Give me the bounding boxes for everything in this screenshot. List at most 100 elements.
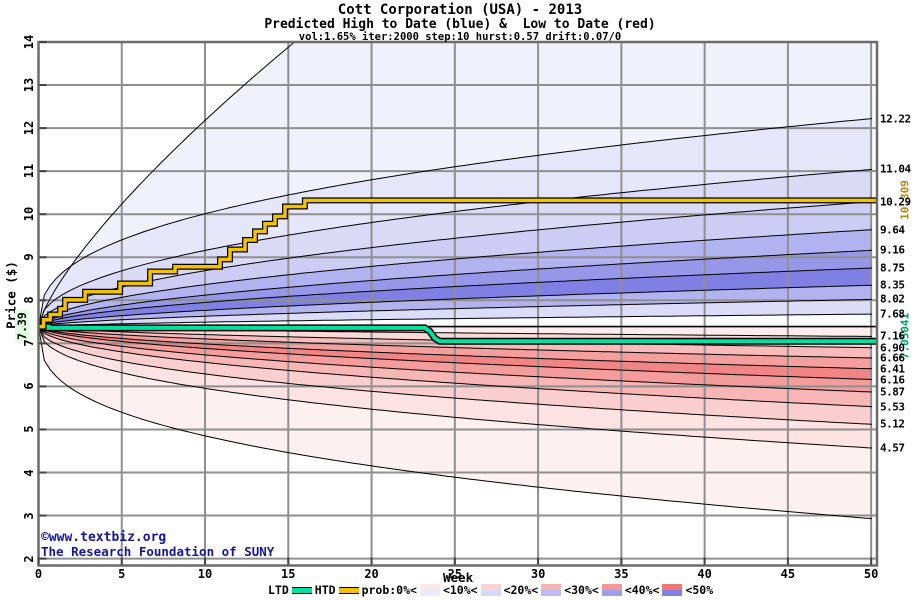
fan-contour (38, 326, 873, 520)
x-tick-label: 50 (863, 567, 879, 581)
plot-frame-group (37, 40, 879, 567)
legend-label: <20%< (503, 583, 539, 597)
fan-contour (38, 229, 873, 327)
legend-label: <30%< (564, 583, 599, 597)
x-tick-label: 45 (780, 567, 796, 581)
fan-contour (38, 326, 873, 449)
legend-label: <10%< (442, 583, 478, 597)
x-axis-label: Week (443, 570, 474, 585)
fan-contour (38, 313, 872, 328)
fan-contour (38, 326, 873, 408)
right-price-label: 12.22 (880, 112, 911, 126)
fan-band (38, 229, 872, 327)
fan-contour (38, 249, 873, 327)
fan-contour (38, 267, 873, 328)
fan-band (38, 326, 872, 448)
x-tick-label: 30 (530, 567, 546, 581)
right-price-label: 5.53 (880, 400, 905, 414)
legend-swatch-red-half (541, 584, 562, 590)
right-price-label: 7.16 (880, 329, 905, 343)
right-price-label: 7.68 (880, 307, 905, 321)
fan-band (38, 201, 872, 327)
watermark-url: ©www.textbiz.org (41, 530, 167, 545)
fan-band (38, 326, 872, 380)
legend-swatch-blue-half (419, 590, 440, 596)
y-tick-label: 3 (22, 511, 36, 520)
right-price-label: 6.66 (880, 351, 905, 365)
fan-band (38, 326, 872, 392)
y-tick-label: 7 (22, 339, 36, 347)
y-tick-label: 6 (22, 382, 36, 391)
x-tick-label: 40 (697, 567, 712, 581)
fan-contour (38, 326, 873, 393)
gridlines (38, 42, 877, 566)
x-tick-label: 5 (118, 567, 126, 581)
legend-band-swatch (601, 584, 622, 596)
y-tick-label: 14 (22, 34, 36, 50)
legend: LTD HTD prob:0%< <10%< <20%< <30%< <40%< <50% (268, 583, 713, 597)
fan-contour (38, 42, 296, 327)
fan-contour (38, 326, 873, 380)
start-price-label: 7.39 (15, 310, 29, 342)
right-price-label: 8.35 (880, 278, 905, 292)
legend-swatch-red-half (480, 584, 501, 590)
x-tick-label: 20 (364, 567, 379, 581)
fan-contour (38, 118, 873, 327)
legend-swatch-red-half (419, 584, 440, 590)
y-tick-label: 13 (22, 77, 36, 93)
y-tick-label: 10 (22, 206, 36, 222)
y-tick-label: 4 (22, 468, 36, 477)
fan-contour (38, 201, 873, 327)
y-tick-label: 11 (22, 163, 36, 179)
fan-band (38, 169, 872, 327)
fan-band (38, 42, 872, 327)
y-tick-label: 8 (22, 296, 36, 304)
fan-band (38, 314, 877, 327)
right-price-label: 6.41 (880, 362, 905, 376)
y-tick-label: 5 (22, 425, 36, 434)
legend-band-swatch (480, 584, 501, 596)
right-price-label: 6.90 (880, 341, 905, 355)
right-price-label: 8.75 (880, 261, 905, 275)
fan-contour (38, 298, 873, 328)
y-tick-label: 9 (22, 253, 36, 261)
legend-swatch-red-half (662, 584, 683, 590)
x-tick-label: 0 (34, 567, 43, 581)
legend-swatch-red-half (601, 584, 622, 590)
fan-contour (38, 326, 873, 359)
legend-swatch-blue-half (541, 590, 562, 596)
right-price-label: 9.16 (880, 243, 905, 257)
legend-line-swatch (291, 586, 312, 594)
legend-band-swatch (419, 584, 440, 596)
legend-swatch-blue-half (480, 590, 501, 596)
plot-frame (37, 40, 879, 567)
x-tick-label: 15 (281, 567, 296, 581)
htd-line (38, 198, 877, 329)
y-tick-label: 2 (22, 554, 36, 563)
x-tick-label: 25 (447, 567, 463, 581)
right-price-label: 10.29 (880, 195, 911, 209)
right-price-label: 4.57 (880, 441, 905, 455)
series-lines (38, 197, 877, 345)
y-tick-label: 12 (22, 120, 36, 136)
legend-label: prob:0%< (361, 583, 417, 597)
legend-label: <50% (685, 583, 714, 597)
legend-swatch-blue-half (662, 590, 683, 596)
right-price-label: 11.04 (880, 162, 911, 176)
right-price-label: 6.16 (880, 373, 905, 387)
legend-band-swatch (541, 584, 562, 596)
legend-label: HTD (314, 583, 336, 597)
x-tick-label: 35 (614, 567, 629, 581)
watermark-org: The Research Foundation of SUNY (41, 544, 275, 559)
right-price-label: 9.64 (880, 223, 905, 237)
fan-contour (38, 326, 873, 425)
x-tick-label: 10 (197, 567, 213, 581)
chart-title: Cott Corporation (USA) - 2013 (337, 2, 583, 18)
chart-params: vol:1.65% iter:2000 step:10 hurst:0.57 d… (298, 31, 622, 43)
fan-contour (38, 168, 873, 327)
fan-band (38, 326, 872, 425)
right-price-label: 8.02 (880, 292, 905, 306)
legend-swatch-blue-half (601, 590, 622, 596)
